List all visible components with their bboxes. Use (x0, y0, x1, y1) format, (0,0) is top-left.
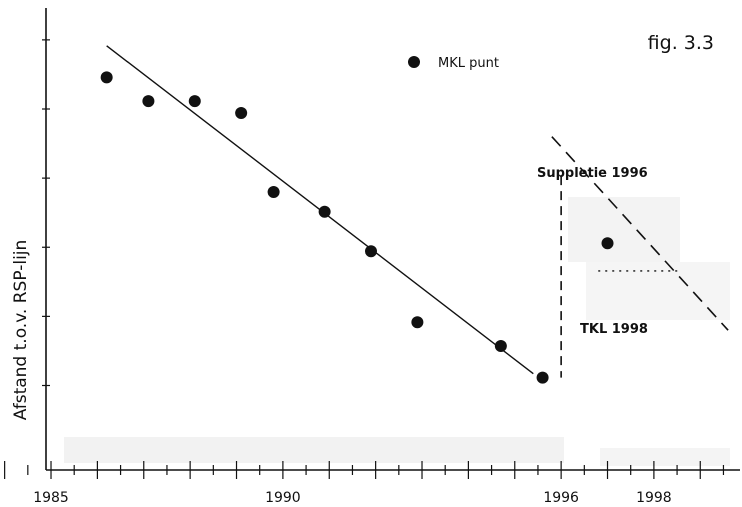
suppletie-line (551, 136, 729, 331)
x-tick-labels: 1985 1990 1996 1998 (33, 490, 672, 506)
data-point (601, 237, 614, 250)
suppletie-label: Suppletie 1996 (537, 166, 648, 181)
y-axis-label: Afstand t.o.v. RSP-lijn (11, 240, 31, 421)
x-tick-label: 1998 (636, 490, 672, 506)
x-tick-label: 1996 (543, 490, 579, 506)
data-point (267, 185, 280, 198)
legend: MKL punt (408, 56, 499, 71)
data-point (142, 95, 155, 108)
x-axis-ticks (4, 461, 725, 479)
scan-artifact (600, 448, 730, 466)
legend-label: MKL punt (438, 56, 499, 71)
data-point (494, 340, 507, 352)
x-tick-label: 1985 (33, 490, 69, 506)
scan-artifact (568, 197, 680, 262)
data-point (365, 245, 377, 258)
y-axis-ticks (42, 39, 50, 387)
scan-artifact (64, 437, 564, 463)
data-point (318, 205, 331, 218)
data-point (188, 95, 201, 108)
tkl-label: TKL 1998 (580, 322, 648, 337)
figure-label: fig. 3.3 (648, 32, 714, 54)
data-point (536, 371, 549, 384)
legend-marker (408, 56, 420, 68)
data-point (100, 71, 113, 84)
data-point (235, 106, 248, 119)
x-tick-label: 1990 (265, 490, 301, 506)
scan-artifact (586, 262, 730, 320)
data-point (411, 316, 424, 329)
data-points (100, 71, 614, 384)
